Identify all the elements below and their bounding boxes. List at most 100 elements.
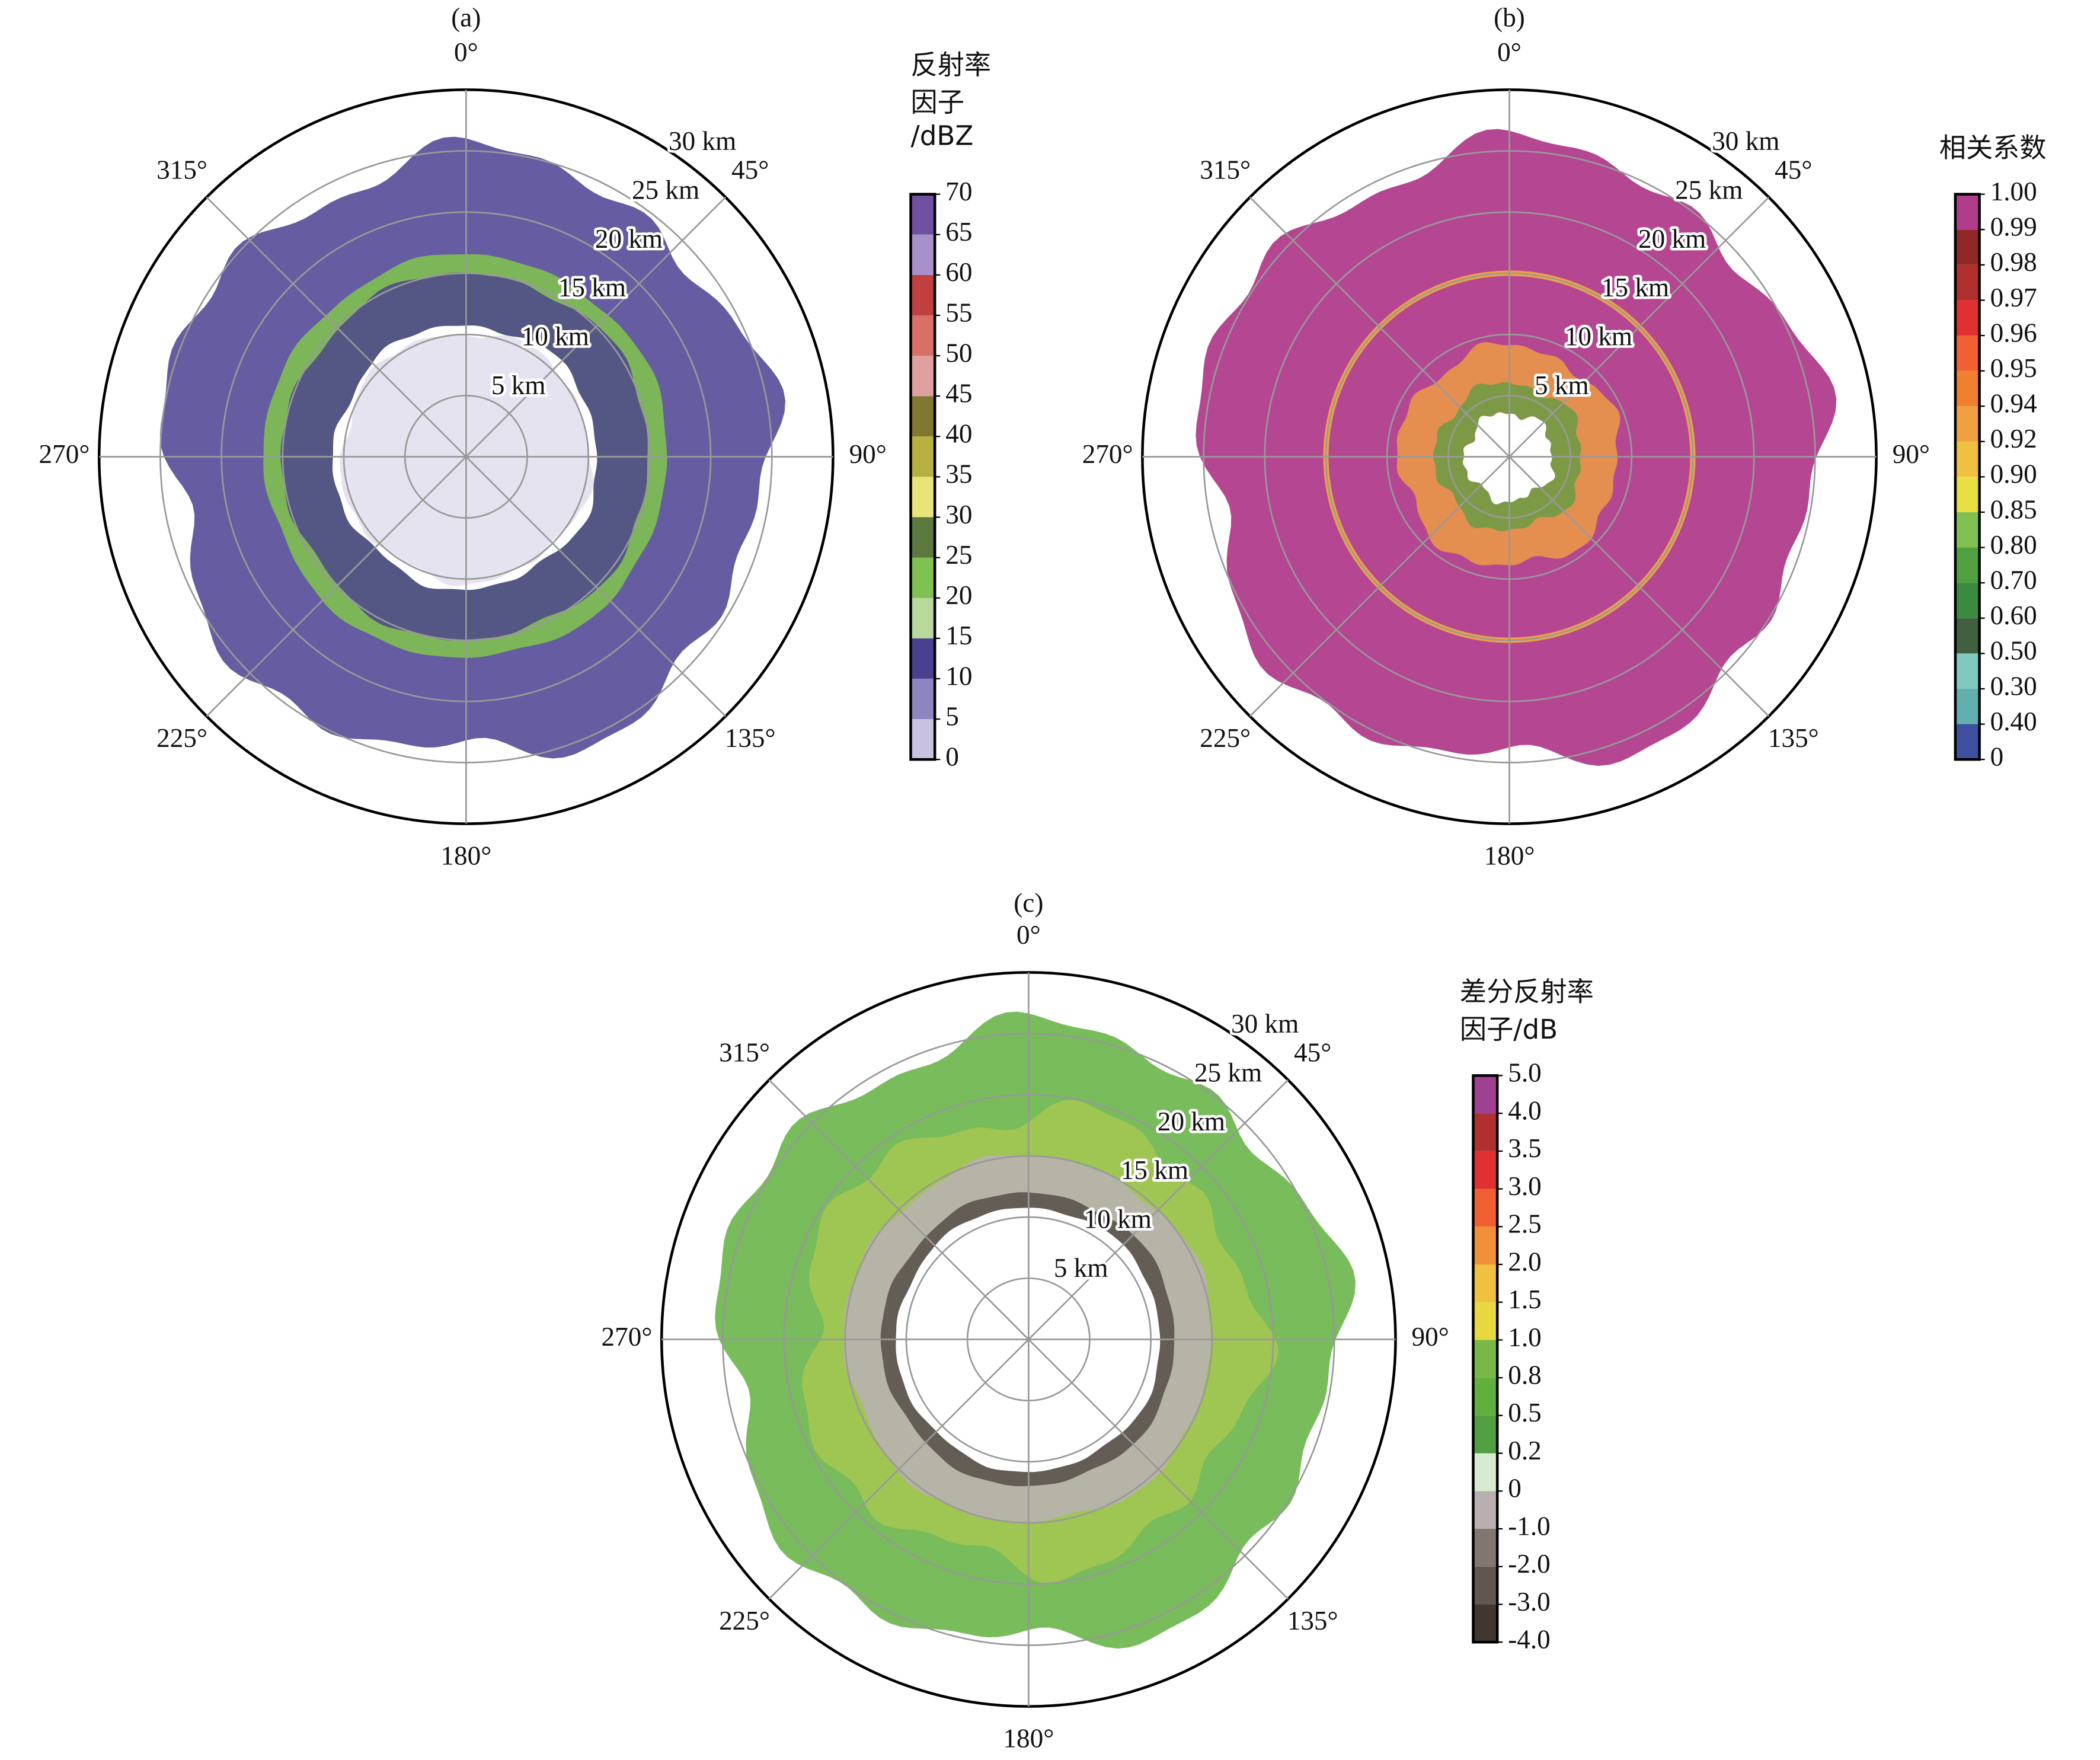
range-label: 30 km xyxy=(1231,1009,1299,1039)
angle-label: 0° xyxy=(1017,920,1041,950)
colorbar-tick-label: 3.5 xyxy=(1508,1133,1541,1163)
angle-label: 225° xyxy=(156,723,207,753)
colorbar-segment xyxy=(1473,1264,1498,1302)
colorbar-segment xyxy=(1955,653,1980,689)
range-label: 15 km xyxy=(1121,1155,1188,1185)
angle-label: 270° xyxy=(1082,439,1133,469)
colorbar-tick-label: 1.5 xyxy=(1508,1285,1541,1314)
angle-label: 270° xyxy=(602,1322,653,1352)
angle-label: 270° xyxy=(39,439,90,469)
angle-label: 180° xyxy=(440,841,491,871)
colorbar-segment xyxy=(1473,1189,1498,1227)
colorbar-tick-label: 0 xyxy=(945,742,959,772)
colorbar-tick-label: 0.80 xyxy=(1990,530,2037,560)
angle-label: 45° xyxy=(731,155,769,185)
colorbar-segment xyxy=(910,356,935,397)
spoke xyxy=(1249,196,1510,458)
colorbar-segment xyxy=(910,274,935,315)
colorbar-segment xyxy=(1955,370,1980,407)
angle-label: 90° xyxy=(1412,1322,1449,1352)
range-label: 5 km xyxy=(491,370,546,400)
angle-label: 225° xyxy=(719,1606,770,1636)
range-label: 20 km xyxy=(1158,1107,1225,1136)
angle-label: 225° xyxy=(1200,723,1251,753)
colorbar-segment xyxy=(1473,1566,1498,1605)
colorbar-segment xyxy=(1473,1113,1498,1151)
range-label: 5 km xyxy=(1054,1253,1108,1283)
colorbar-segment xyxy=(1473,1151,1498,1189)
colorbar-tick-label: 50 xyxy=(945,338,972,368)
colorbar-title: 差分反射率 xyxy=(1460,976,1594,1008)
panel-title: (a) xyxy=(451,2,481,32)
colorbar-tick-label: 0.50 xyxy=(1990,636,2037,666)
colorbar-segment xyxy=(1955,583,1980,618)
colorbar-segment xyxy=(910,315,935,356)
colorbar-title: 因子 xyxy=(911,87,964,118)
colorbar-segment xyxy=(910,678,935,720)
range-label: 20 km xyxy=(595,224,663,254)
colorbar-segment xyxy=(1473,1529,1498,1567)
colorbar-tick-label: 1.00 xyxy=(1990,177,2037,206)
colorbar-tick-label: 0.92 xyxy=(1990,424,2037,453)
panel-title: (b) xyxy=(1494,2,1525,32)
colorbar-tick-label: 0 xyxy=(1990,742,2004,772)
colorbar-tick-label: 5 xyxy=(945,701,959,731)
angle-label: 0° xyxy=(454,37,478,67)
colorbar-segment xyxy=(1473,1453,1498,1491)
colorbar-tick-label: 0.85 xyxy=(1990,494,2037,524)
colorbar-tick-label: 65 xyxy=(945,217,972,247)
colorbar-segment xyxy=(910,719,935,760)
colorbar-segment xyxy=(1955,688,1980,724)
range-label: 30 km xyxy=(669,126,736,156)
colorbar-segment xyxy=(1473,1340,1498,1378)
colorbar-tick-label: 0.97 xyxy=(1990,283,2037,312)
colorbar-tick-label: 0.99 xyxy=(1990,212,2037,242)
colorbar-tick-label: -1.0 xyxy=(1508,1511,1551,1541)
spoke xyxy=(465,196,727,458)
colorbar-tick-label: 20 xyxy=(945,580,972,610)
range-label: 5 km xyxy=(1535,370,1589,400)
spoke xyxy=(1028,1339,1289,1600)
colorbar-tick-label: 2.5 xyxy=(1508,1209,1541,1239)
colorbar-segment xyxy=(910,517,935,558)
angle-label: 90° xyxy=(849,439,887,469)
colorbar-segment xyxy=(1955,618,1980,654)
colorbar-tick-label: 4.0 xyxy=(1508,1095,1541,1125)
colorbar-tick-label: 55 xyxy=(945,298,972,327)
colorbar-segment xyxy=(1955,406,1980,442)
colorbar-tick-label: -3.0 xyxy=(1508,1587,1551,1617)
spoke xyxy=(768,1339,1030,1600)
colorbar-segment xyxy=(910,194,935,235)
panel: (c)0° 45° 90° 135° 180° 225° 270° 315° 5 km 10 km… xyxy=(602,888,1594,1753)
spoke xyxy=(1508,456,1770,717)
range-label: 25 km xyxy=(1675,175,1743,205)
colorbar-segment xyxy=(1473,1075,1498,1114)
colorbar-tick-label: 45 xyxy=(945,379,972,408)
angle-label: 45° xyxy=(1294,1038,1331,1068)
colorbar-tick-label: 0.2 xyxy=(1508,1436,1541,1465)
colorbar-title: 反射率 xyxy=(911,49,992,81)
colorbar-tick-label: 0.98 xyxy=(1990,247,2037,277)
range-label: 10 km xyxy=(1565,322,1632,352)
colorbar-tick-label: 0.60 xyxy=(1990,600,2037,630)
angle-label: 315° xyxy=(156,155,207,185)
colorbar-tick-label: 0.40 xyxy=(1990,707,2037,736)
colorbar-tick-label: 5.0 xyxy=(1508,1058,1541,1088)
range-label: 10 km xyxy=(522,322,589,352)
colorbar-segment xyxy=(910,436,935,477)
colorbar-tick-label: 0.94 xyxy=(1990,389,2037,419)
colorbar-segment xyxy=(1955,477,1980,512)
colorbar-segment xyxy=(1955,264,1980,301)
colorbar-tick-label: 3.0 xyxy=(1508,1171,1541,1201)
colorbar-segment xyxy=(1473,1415,1498,1454)
colorbar-tick-label: 25 xyxy=(945,540,972,570)
colorbar-title: 相关系数 xyxy=(1939,132,2047,164)
angle-label: 315° xyxy=(719,1038,770,1068)
colorbar-segment xyxy=(910,557,935,598)
angle-label: 90° xyxy=(1893,439,1930,469)
colorbar-tick-label: -2.0 xyxy=(1508,1549,1551,1579)
colorbar-segment xyxy=(1955,300,1980,336)
colorbar-segment xyxy=(910,234,935,275)
colorbar-segment xyxy=(1955,336,1980,371)
colorbar-tick-label: 0.8 xyxy=(1508,1360,1541,1390)
